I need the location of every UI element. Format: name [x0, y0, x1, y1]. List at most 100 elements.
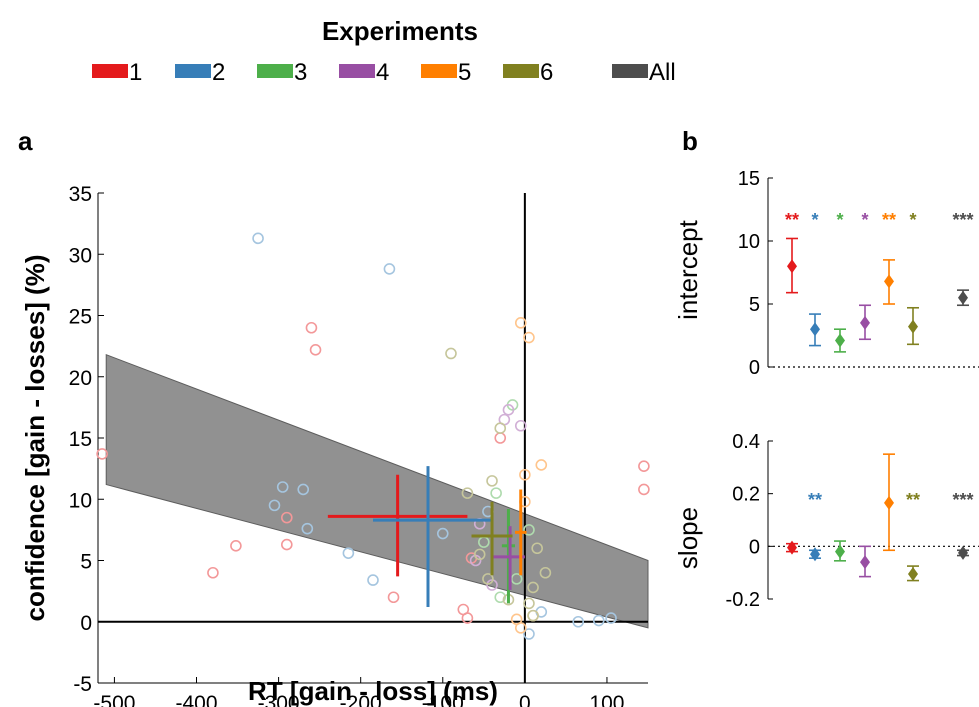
legend-swatch-3: [257, 64, 293, 78]
legend-title: Experiments: [322, 16, 478, 46]
x-tick-label: -100: [422, 692, 464, 707]
y-tick-label: 20: [69, 367, 92, 390]
legend-swatch-all: [612, 64, 648, 78]
data-point-exp-5: [514, 317, 527, 329]
slope-marker-2: [810, 547, 820, 562]
y-tick-label: 25: [69, 306, 92, 329]
legend-label-all: All: [649, 59, 676, 86]
data-point-exp-6: [539, 566, 552, 579]
data-point-exp-1: [96, 448, 108, 460]
legend-label-2: 2: [212, 59, 225, 86]
intercept-marker-4: [860, 315, 870, 330]
slope-y-tick-label: 0.4: [732, 431, 760, 453]
data-point-exp-4: [514, 419, 527, 432]
intercept-significance-6: *: [909, 210, 916, 230]
legend-label-4: 4: [376, 59, 389, 86]
data-point-exp-3: [490, 487, 502, 499]
data-point-exp-4: [502, 404, 515, 416]
y-tick-label: 30: [69, 244, 92, 267]
intercept-marker-5: [884, 274, 894, 289]
slope-significance-all: ***: [952, 490, 973, 510]
legend-swatch-6: [503, 64, 539, 78]
legend-label-5: 5: [458, 59, 471, 86]
data-point-exp-1: [309, 343, 322, 356]
x-tick-label: -400: [175, 692, 217, 707]
data-point-exp-2: [297, 483, 310, 496]
data-point-exp-6: [473, 548, 486, 561]
intercept-significance-1: **: [785, 210, 799, 230]
intercept-marker-1: [787, 259, 797, 274]
data-point-exp-2: [301, 522, 314, 535]
intercept-significance-3: *: [836, 210, 843, 230]
slope-marker-3: [835, 544, 845, 559]
x-tick-label: -500: [93, 692, 135, 707]
data-point-exp-1: [638, 483, 650, 496]
data-point-exp-2: [276, 481, 289, 493]
intercept-y-tick-label: 15: [738, 168, 760, 190]
slope-y-tick-label: 0: [749, 536, 760, 558]
y-tick-label: 5: [80, 551, 92, 574]
data-point-exp-2: [523, 628, 535, 640]
intercept-marker-6: [908, 319, 918, 334]
data-point-exp-6: [494, 422, 507, 435]
data-point-exp-5: [523, 331, 535, 344]
data-point-exp-3: [494, 591, 507, 604]
y-tick-label: 35: [69, 183, 92, 206]
data-point-exp-5: [535, 459, 548, 471]
data-point-exp-6: [482, 573, 494, 585]
x-tick-label: -200: [340, 692, 382, 707]
slope-marker-4: [860, 555, 870, 570]
legend-label-3: 3: [294, 59, 307, 86]
data-point-exp-6: [486, 475, 498, 487]
data-point-exp-2: [605, 612, 617, 624]
data-point-exp-1: [207, 566, 219, 579]
legend-swatch-4: [339, 64, 375, 78]
slope-marker-1: [787, 540, 797, 555]
legend-label-6: 6: [540, 59, 553, 86]
data-point-exp-2: [572, 615, 585, 628]
intercept-significance-2: *: [811, 210, 818, 230]
legend-swatch-1: [92, 64, 128, 78]
data-point-exp-6: [527, 581, 539, 594]
data-point-exp-1: [461, 612, 474, 624]
intercept-y-axis-label: intercept: [673, 219, 703, 319]
data-point-exp-2: [268, 499, 281, 512]
data-point-exp-1: [281, 511, 293, 524]
y-tick-label: 15: [69, 428, 92, 451]
data-point-exp-2: [252, 232, 264, 245]
data-point-exp-1: [230, 539, 242, 552]
x-tick-label: -300: [258, 692, 300, 707]
intercept-marker-2: [810, 322, 820, 337]
intercept-marker-3: [835, 333, 845, 348]
data-point-exp-2: [342, 547, 355, 559]
legend-label-1: 1: [129, 59, 142, 86]
data-point-exp-3: [523, 524, 535, 536]
slope-significance-6: **: [906, 490, 920, 510]
panel-a-y-axis-label: confidence [gain - losses] (%): [20, 255, 50, 622]
slope-marker-6: [908, 566, 918, 581]
intercept-y-tick-label: 0: [749, 357, 760, 379]
data-point-exp-1: [305, 321, 318, 334]
intercept-marker-all: [958, 290, 968, 305]
data-point-exp-5: [514, 622, 527, 634]
data-point-exp-5: [519, 468, 531, 481]
legend-swatch-5: [421, 64, 457, 78]
panel-label-a: a: [18, 126, 33, 156]
slope-significance-2: **: [808, 490, 822, 510]
data-point-exp-6: [523, 597, 535, 610]
data-point-exp-6: [527, 609, 539, 622]
data-point-exp-1: [387, 591, 400, 604]
data-point-exp-1: [281, 538, 293, 551]
data-point-exp-2: [592, 614, 605, 627]
confidence-band: [105, 353, 649, 629]
slope-y-tick-label: 0.2: [732, 484, 760, 506]
data-point-exp-6: [445, 347, 457, 360]
data-point-exp-2: [383, 263, 396, 275]
panel-a-x-axis-label: RT [gain - loss] (ms): [248, 676, 498, 706]
y-tick-label: -5: [73, 673, 92, 696]
legend-swatch-2: [175, 64, 211, 78]
data-point-exp-1: [494, 432, 507, 444]
x-tick-label: 100: [589, 692, 624, 707]
